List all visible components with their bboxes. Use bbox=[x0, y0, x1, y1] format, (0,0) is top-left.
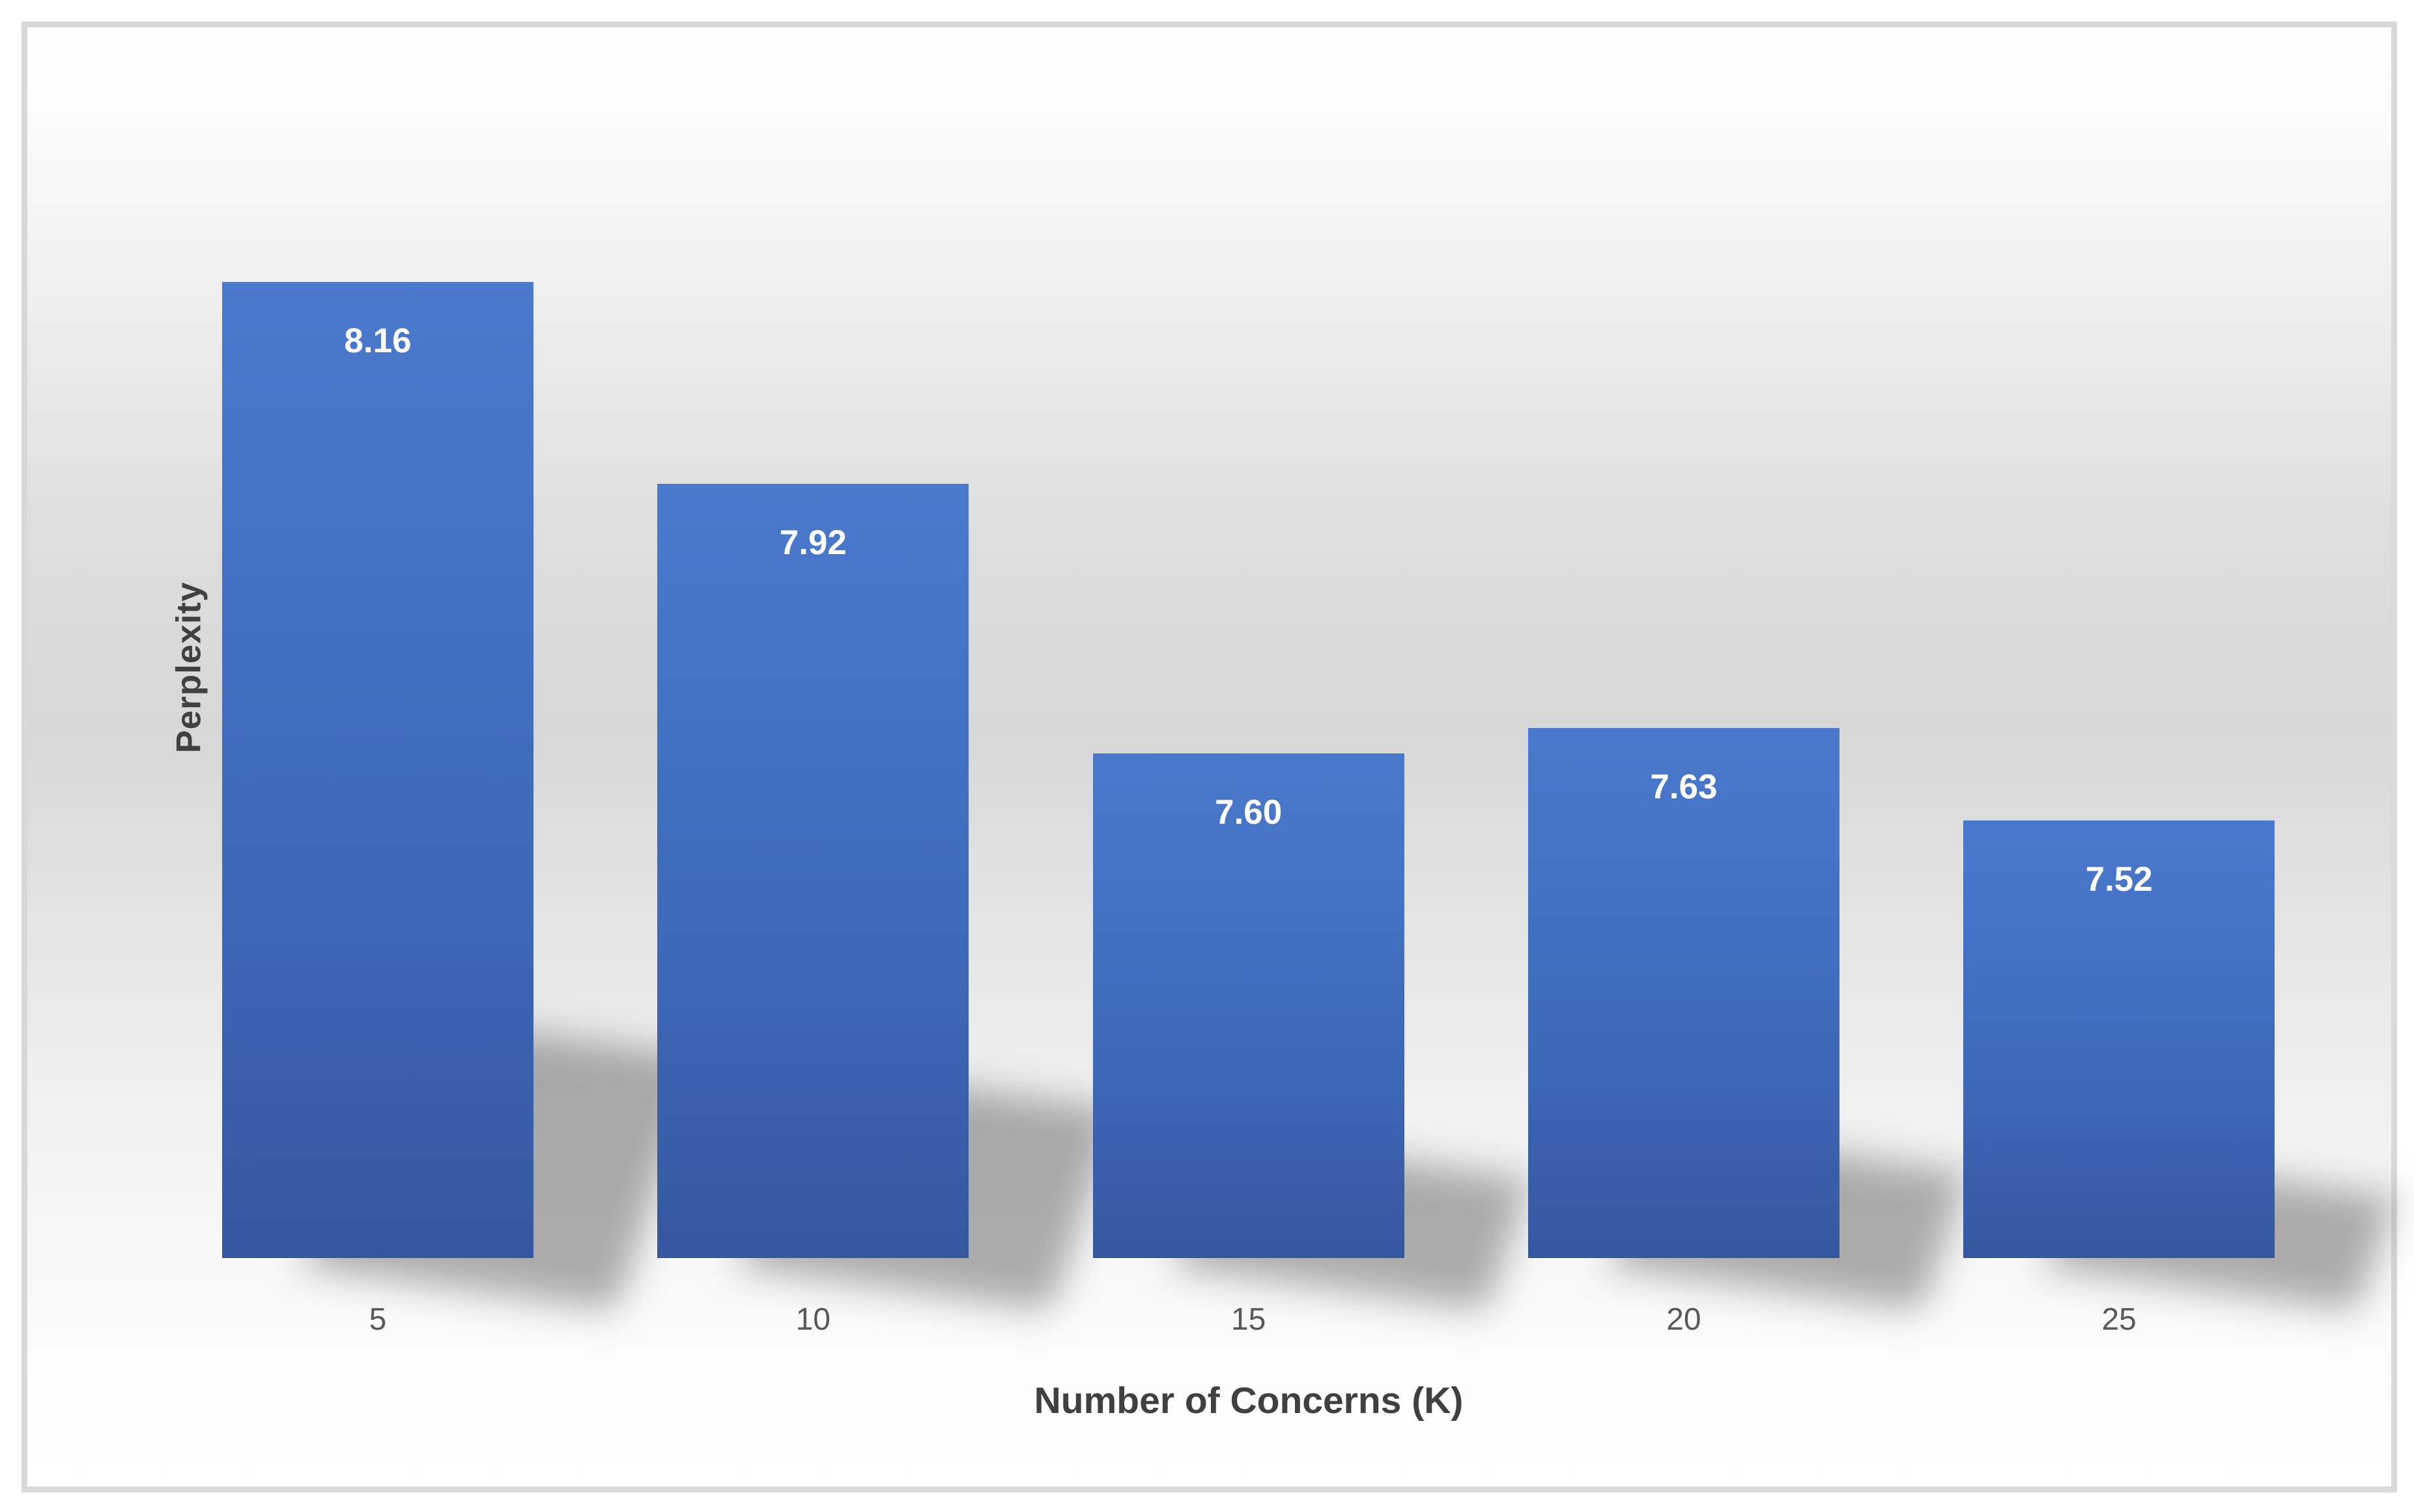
x-tick-label-5: 5 bbox=[369, 1302, 387, 1337]
bar-value-label: 7.52 bbox=[2085, 860, 2153, 899]
x-tick-label-15: 15 bbox=[1230, 1302, 1266, 1337]
x-tick-label-20: 20 bbox=[1666, 1302, 1701, 1337]
x-tick-label-25: 25 bbox=[2101, 1302, 2137, 1337]
bar-10: 7.92 bbox=[657, 484, 969, 1258]
bar-20: 7.63 bbox=[1527, 728, 1839, 1258]
x-axis-title: Number of Concerns (K) bbox=[1034, 1380, 1464, 1421]
bar-15: 7.60 bbox=[1092, 753, 1404, 1258]
bar-value-label: 7.63 bbox=[1650, 768, 1718, 807]
bar-25: 7.52 bbox=[1963, 820, 2275, 1258]
x-tick-label-10: 10 bbox=[795, 1302, 831, 1337]
bar-5: 8.16 bbox=[222, 282, 533, 1258]
bar-value-label: 7.92 bbox=[779, 524, 847, 563]
bar-value-label: 7.60 bbox=[1215, 792, 1283, 832]
bar-value-label: 8.16 bbox=[344, 322, 412, 361]
